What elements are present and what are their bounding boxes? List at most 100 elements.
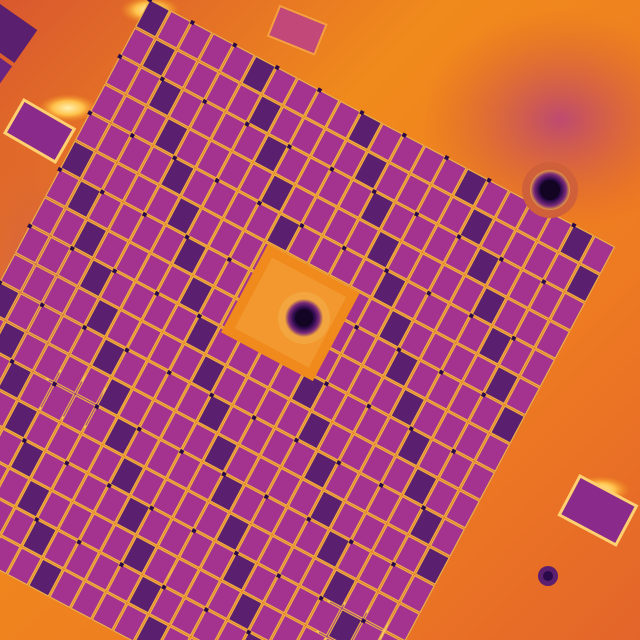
solar-panel: [272, 507, 308, 546]
solar-panel: [253, 134, 289, 174]
solar-panel: [374, 162, 410, 202]
solar-panel: [410, 145, 446, 185]
solar-panel: [177, 21, 213, 61]
solar-panel: [191, 609, 227, 640]
panel-mount-clamp: [299, 222, 305, 229]
panel-mount-clamp: [87, 110, 93, 116]
solar-panel: [164, 558, 200, 597]
solar-panel: [227, 592, 263, 631]
solar-panel: [471, 286, 507, 326]
solar-panel: [372, 524, 408, 563]
roof-unit-right: [557, 473, 639, 547]
panel-mount-clamp: [468, 313, 475, 319]
solar-panel: [535, 320, 571, 360]
panel-mount-clamp: [136, 426, 142, 432]
solar-panel: [236, 524, 272, 563]
solar-panel: [0, 535, 21, 575]
solar-panel: [121, 535, 157, 575]
solar-panel: [302, 450, 338, 490]
solar-panel: [58, 501, 94, 541]
solar-panel: [126, 66, 162, 106]
solar-panel: [196, 394, 232, 433]
solar-panel: [202, 179, 238, 219]
solar-panel: [129, 213, 165, 253]
solar-panel: [353, 405, 390, 444]
solar-panel: [498, 337, 534, 376]
solar-panel: [429, 264, 465, 303]
solar-panel: [81, 151, 117, 191]
solar-panel: [44, 168, 81, 208]
small-roof-fixture: [538, 566, 558, 586]
solar-panel: [162, 49, 198, 89]
solar-panel: [45, 422, 81, 462]
solar-panel: [429, 518, 466, 557]
solar-panel: [54, 355, 90, 394]
solar-panel: [501, 230, 537, 269]
solar-panel: [43, 530, 79, 569]
solar-panel: [317, 422, 353, 461]
solar-panel: [489, 405, 526, 444]
solar-panel: [39, 383, 75, 422]
solar-panel: [332, 394, 368, 433]
panel-mount-clamp: [456, 234, 462, 240]
panel-mount-clamp: [263, 494, 270, 500]
panel-mount-clamp: [329, 166, 335, 172]
solar-panel: [366, 484, 402, 523]
panel-mount-clamp: [318, 595, 324, 602]
panel-mount-clamp: [129, 132, 135, 139]
solar-panel: [393, 535, 429, 574]
solar-panel: [323, 462, 360, 501]
solar-panel: [537, 213, 573, 252]
solar-panel: [262, 66, 298, 106]
solar-panel: [42, 276, 78, 315]
panel-mount-clamp: [244, 121, 250, 127]
solar-panel: [420, 332, 456, 371]
solar-panel: [232, 377, 269, 416]
solar-panel: [189, 100, 225, 140]
solar-panel: [187, 208, 223, 247]
solar-panel: [79, 513, 115, 552]
panel-mount-clamp: [276, 573, 282, 579]
solar-panel: [289, 117, 325, 157]
solar-panel: [134, 614, 170, 640]
panel-mount-clamp: [480, 392, 487, 398]
solar-panel: [151, 479, 187, 518]
solar-panel: [254, 388, 290, 428]
solar-panel: [12, 332, 48, 371]
solar-panel: [142, 546, 178, 586]
panel-mount-clamp: [57, 166, 63, 173]
solar-panel: [301, 196, 338, 236]
solar-panel: [408, 507, 444, 546]
solar-panel: [166, 450, 202, 490]
solar-panel: [183, 61, 219, 100]
solar-panel: [112, 349, 148, 388]
solar-panel: [204, 72, 240, 111]
solar-panel: [135, 0, 171, 38]
panel-mount-clamp: [124, 347, 130, 353]
solar-panel: [414, 292, 450, 331]
solar-panel: [175, 383, 211, 422]
solar-panel: [212, 620, 248, 640]
solar-panel: [384, 348, 420, 388]
solar-panel: [543, 252, 580, 292]
solar-panel: [75, 366, 111, 405]
solar-panel: [280, 185, 316, 224]
solar-panel: [507, 269, 543, 309]
solar-panel: [64, 541, 100, 580]
solar-panel: [293, 518, 330, 557]
solar-panel: [136, 507, 172, 546]
solar-panel: [462, 354, 498, 393]
solar-panel: [522, 241, 558, 280]
solar-panel: [0, 456, 9, 496]
solar-panel: [215, 512, 251, 552]
solar-panel: [111, 95, 147, 134]
panel-mount-clamp: [202, 98, 208, 105]
solar-panel: [84, 298, 120, 337]
panel-mount-clamp: [118, 562, 125, 568]
solar-panel: [206, 580, 242, 620]
solar-panel: [144, 185, 180, 224]
solar-panel: [195, 140, 232, 179]
panel-mount-clamp: [293, 437, 300, 443]
